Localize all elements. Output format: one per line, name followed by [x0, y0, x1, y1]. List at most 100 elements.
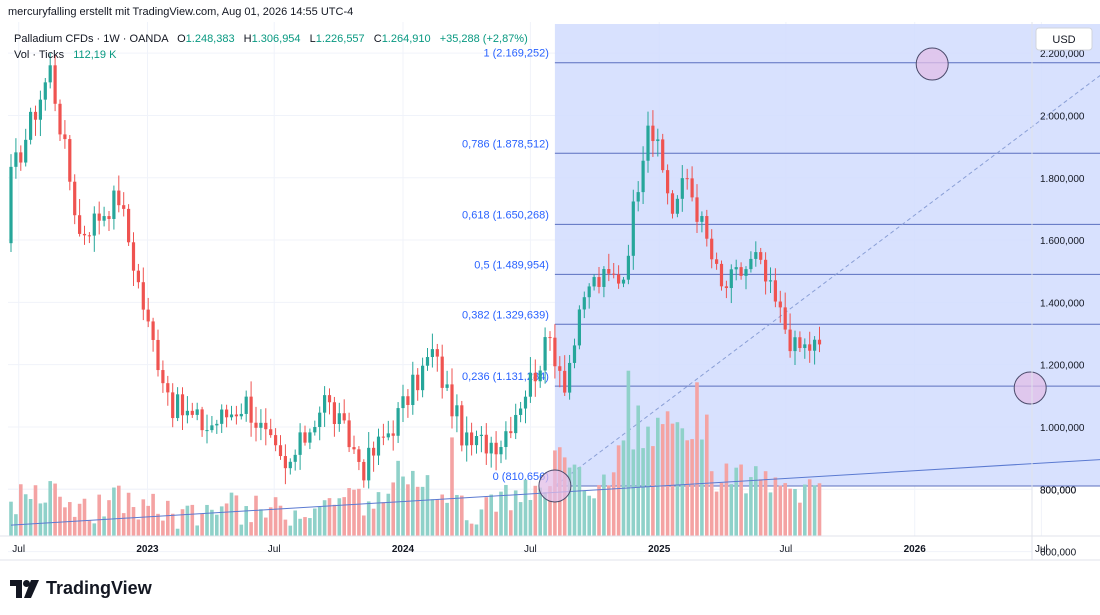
volume-bar — [308, 518, 312, 536]
volume-tick-label: 600,000 — [1040, 548, 1077, 559]
candle-body — [19, 152, 23, 163]
candle-body — [798, 337, 802, 349]
chart-caption: mercuryfalling erstellt mit TradingView.… — [8, 6, 354, 18]
volume-bar — [778, 485, 783, 536]
volume-bar — [739, 464, 743, 536]
candle-body — [587, 286, 591, 298]
time-tick-label: 2026 — [904, 544, 927, 555]
legend-change: +35,288 (+2,87%) — [440, 33, 528, 45]
currency-selector[interactable]: USD — [1035, 27, 1093, 51]
volume-bar — [371, 508, 376, 536]
candle-body — [670, 193, 675, 214]
candle-body — [131, 242, 136, 271]
candle-body — [78, 215, 82, 234]
volume-bar — [504, 484, 508, 536]
candle-body — [274, 435, 278, 446]
tradingview-logo[interactable]: TradingView — [10, 578, 152, 599]
candle-body — [465, 432, 469, 446]
volume-bar — [298, 518, 302, 536]
volume-bar — [415, 486, 420, 536]
candle-body — [318, 412, 322, 428]
volume-bar — [763, 471, 768, 536]
volume-bar — [538, 487, 542, 536]
volume-bar — [812, 485, 817, 536]
candle-body — [122, 205, 126, 209]
candle-body — [362, 461, 366, 481]
support-trendline — [10, 459, 1100, 526]
volume-bar — [366, 501, 371, 536]
volume-bar — [190, 504, 195, 536]
candle-body — [180, 394, 185, 416]
candle-body — [719, 263, 724, 287]
legend-high: 1.306,954 — [252, 33, 301, 45]
volume-bar — [754, 466, 758, 536]
volume-bar — [464, 520, 469, 536]
candle-body — [641, 160, 645, 193]
legend: Palladium CFDs · 1W · OANDA O1.248,383 H… — [14, 33, 528, 61]
volume-bar — [352, 489, 356, 536]
volume-bar — [665, 411, 670, 536]
price-chart[interactable]: 1 (2.169,252) 0,786 (1.878,512) 0,618 (1.6… — [0, 0, 1100, 575]
volume-bar — [23, 494, 28, 536]
legend-volume: 112,19 K — [73, 49, 117, 61]
candle-body — [499, 447, 503, 455]
volume-bar — [572, 464, 577, 536]
volume-bar — [82, 498, 87, 536]
volume-bar — [146, 505, 150, 536]
candle-body — [666, 170, 670, 194]
volume-bar — [695, 382, 699, 536]
time-tick-label: 2025 — [648, 544, 671, 555]
volume-bar — [445, 502, 449, 536]
legend-high-label: H — [244, 33, 252, 45]
candle-body — [813, 339, 817, 351]
candle-body — [509, 431, 513, 434]
candle-body — [372, 447, 376, 456]
candle-body — [514, 414, 518, 434]
volume-bar — [455, 494, 459, 536]
price-tick-label: 1.400,000 — [1040, 298, 1085, 309]
candle-body — [332, 402, 336, 425]
volume-bar — [631, 449, 636, 536]
volume-bar — [9, 501, 13, 536]
candle-body — [479, 434, 483, 437]
candle-body — [195, 409, 199, 415]
volume-bar — [705, 414, 709, 536]
volume-bar — [68, 502, 72, 536]
time-tick-label: Jul — [524, 544, 537, 555]
candle-body — [568, 362, 572, 393]
fib-level-label: 0 (810,656) — [493, 471, 549, 483]
volume-bar — [567, 467, 572, 536]
volume-bar — [440, 494, 444, 536]
volume-bar — [376, 492, 381, 536]
candle-body — [107, 216, 111, 219]
candle-body — [53, 65, 57, 104]
candle-body — [283, 456, 287, 469]
price-tick-label: 2.000,000 — [1040, 111, 1085, 122]
candle-body — [357, 449, 361, 462]
candle-body — [651, 125, 655, 142]
volume-bar — [136, 519, 141, 536]
candle-body — [136, 270, 140, 283]
candle-body — [367, 447, 371, 481]
volume-bar — [719, 482, 724, 536]
volume-bar — [597, 485, 601, 536]
volume-bar — [582, 490, 587, 536]
candle-body — [406, 396, 410, 405]
candle-body — [793, 337, 797, 352]
volume-bar — [484, 497, 489, 536]
volume-bar — [141, 499, 146, 536]
volume-bar — [798, 502, 802, 536]
volume-bar — [489, 494, 493, 536]
candle-body — [783, 307, 787, 330]
volume-bar — [656, 417, 660, 536]
volume-bar — [533, 485, 538, 536]
volume-bar — [499, 491, 503, 536]
candle-body — [68, 139, 72, 182]
volume-bar — [607, 485, 611, 536]
volume-bar — [680, 428, 685, 536]
volume-bar — [28, 499, 33, 536]
volume-bar — [646, 426, 650, 536]
volume-bar — [773, 477, 778, 536]
volume-bar — [807, 479, 812, 536]
volume-bar — [126, 492, 131, 536]
